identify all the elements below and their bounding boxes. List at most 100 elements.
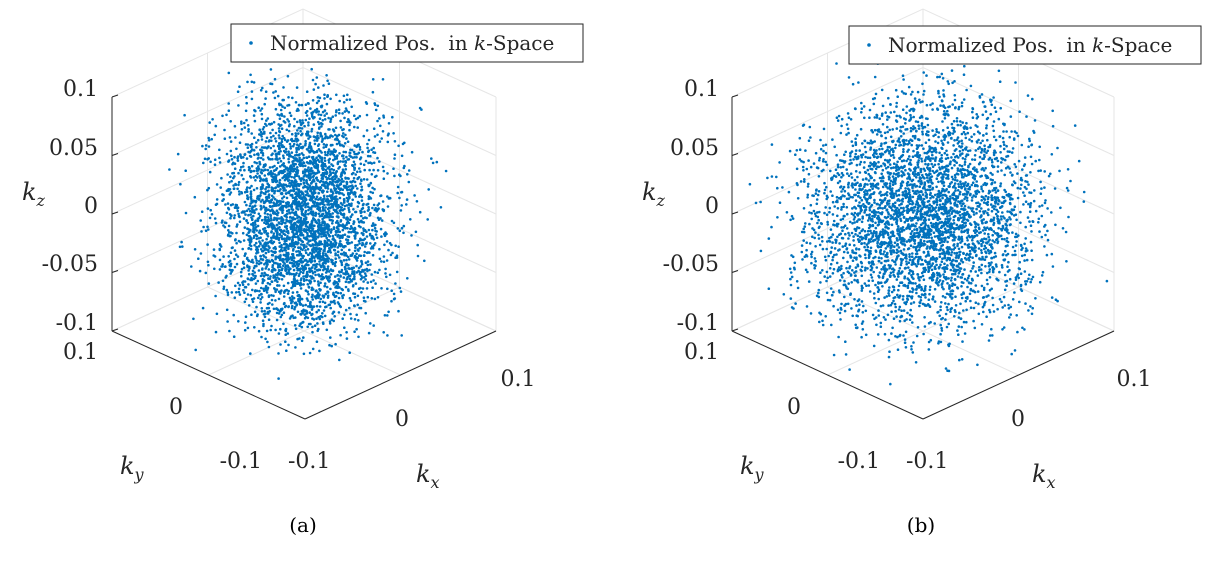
data-point <box>258 162 262 166</box>
data-point <box>222 255 225 258</box>
data-point <box>215 202 219 206</box>
data-point <box>237 290 241 294</box>
data-point <box>316 329 320 333</box>
data-point <box>264 337 267 341</box>
data-point <box>1027 202 1030 206</box>
data-point <box>804 149 807 152</box>
data-point <box>333 295 337 299</box>
data-point <box>297 103 301 107</box>
data-point <box>352 292 355 295</box>
data-point <box>354 244 357 247</box>
data-point <box>341 154 344 158</box>
data-point <box>395 270 399 274</box>
data-point <box>867 279 871 283</box>
data-point <box>261 198 264 202</box>
data-point <box>305 263 308 266</box>
data-point <box>243 300 247 304</box>
data-point <box>311 175 315 179</box>
data-point <box>828 267 832 270</box>
data-point <box>894 192 897 195</box>
data-point <box>304 251 308 255</box>
data-point <box>278 117 282 120</box>
data-point <box>315 317 318 321</box>
data-point <box>305 148 309 151</box>
data-point <box>329 306 333 310</box>
data-point <box>293 217 297 221</box>
x-axis-line <box>922 330 1115 420</box>
data-point <box>823 211 826 215</box>
data-point <box>376 296 380 299</box>
data-point <box>819 138 822 142</box>
data-point <box>350 188 353 192</box>
data-point <box>285 215 289 219</box>
data-point <box>279 290 283 293</box>
data-point <box>360 231 364 235</box>
data-point <box>868 156 872 160</box>
data-point <box>302 246 306 250</box>
legend-box <box>230 23 584 63</box>
data-point <box>398 286 402 290</box>
data-point <box>317 282 320 286</box>
data-point <box>288 244 292 248</box>
data-point <box>1011 231 1014 234</box>
data-point <box>299 246 302 249</box>
data-point <box>218 156 221 160</box>
data-point <box>291 196 295 200</box>
data-point <box>256 157 260 160</box>
data-point <box>373 175 377 179</box>
data-point <box>245 157 249 160</box>
data-point <box>342 170 346 174</box>
data-point <box>270 231 273 234</box>
data-point <box>323 284 326 288</box>
data-point <box>282 200 285 203</box>
data-point <box>313 158 317 162</box>
data-point <box>261 280 265 283</box>
data-point <box>305 297 309 300</box>
data-point <box>356 170 359 174</box>
data-point <box>354 246 357 249</box>
data-point <box>302 279 306 283</box>
data-point <box>407 169 411 172</box>
data-point <box>334 342 337 346</box>
data-point <box>249 202 252 205</box>
data-point <box>860 300 864 303</box>
data-point <box>338 196 342 200</box>
data-point <box>354 282 358 285</box>
data-point <box>248 235 252 238</box>
data-point <box>249 192 253 196</box>
data-point <box>371 90 375 94</box>
data-point <box>363 250 367 254</box>
data-point <box>254 241 258 245</box>
data-point <box>238 85 241 88</box>
data-point <box>1016 196 1020 200</box>
data-point <box>345 98 349 102</box>
data-point <box>364 274 368 278</box>
data-point <box>1010 151 1014 154</box>
data-point <box>304 249 307 252</box>
data-point <box>282 264 285 268</box>
data-point <box>272 91 275 94</box>
data-point <box>833 247 837 250</box>
data-point <box>230 179 233 183</box>
data-point <box>330 205 334 208</box>
data-point <box>294 212 298 215</box>
data-point <box>250 207 253 210</box>
data-point <box>227 229 230 232</box>
data-point <box>252 297 256 300</box>
data-point <box>341 134 344 138</box>
data-point <box>381 165 385 169</box>
data-point <box>284 221 287 225</box>
data-point <box>274 227 277 231</box>
data-point <box>226 293 230 297</box>
data-point <box>325 285 329 289</box>
data-point <box>879 325 883 329</box>
data-point <box>344 177 348 180</box>
data-point <box>904 253 908 256</box>
data-point <box>305 156 308 159</box>
data-point <box>330 344 334 348</box>
data-point <box>273 288 277 291</box>
data-point <box>330 195 333 199</box>
data-point <box>962 320 966 324</box>
data-point <box>358 242 361 245</box>
data-point <box>267 268 271 271</box>
